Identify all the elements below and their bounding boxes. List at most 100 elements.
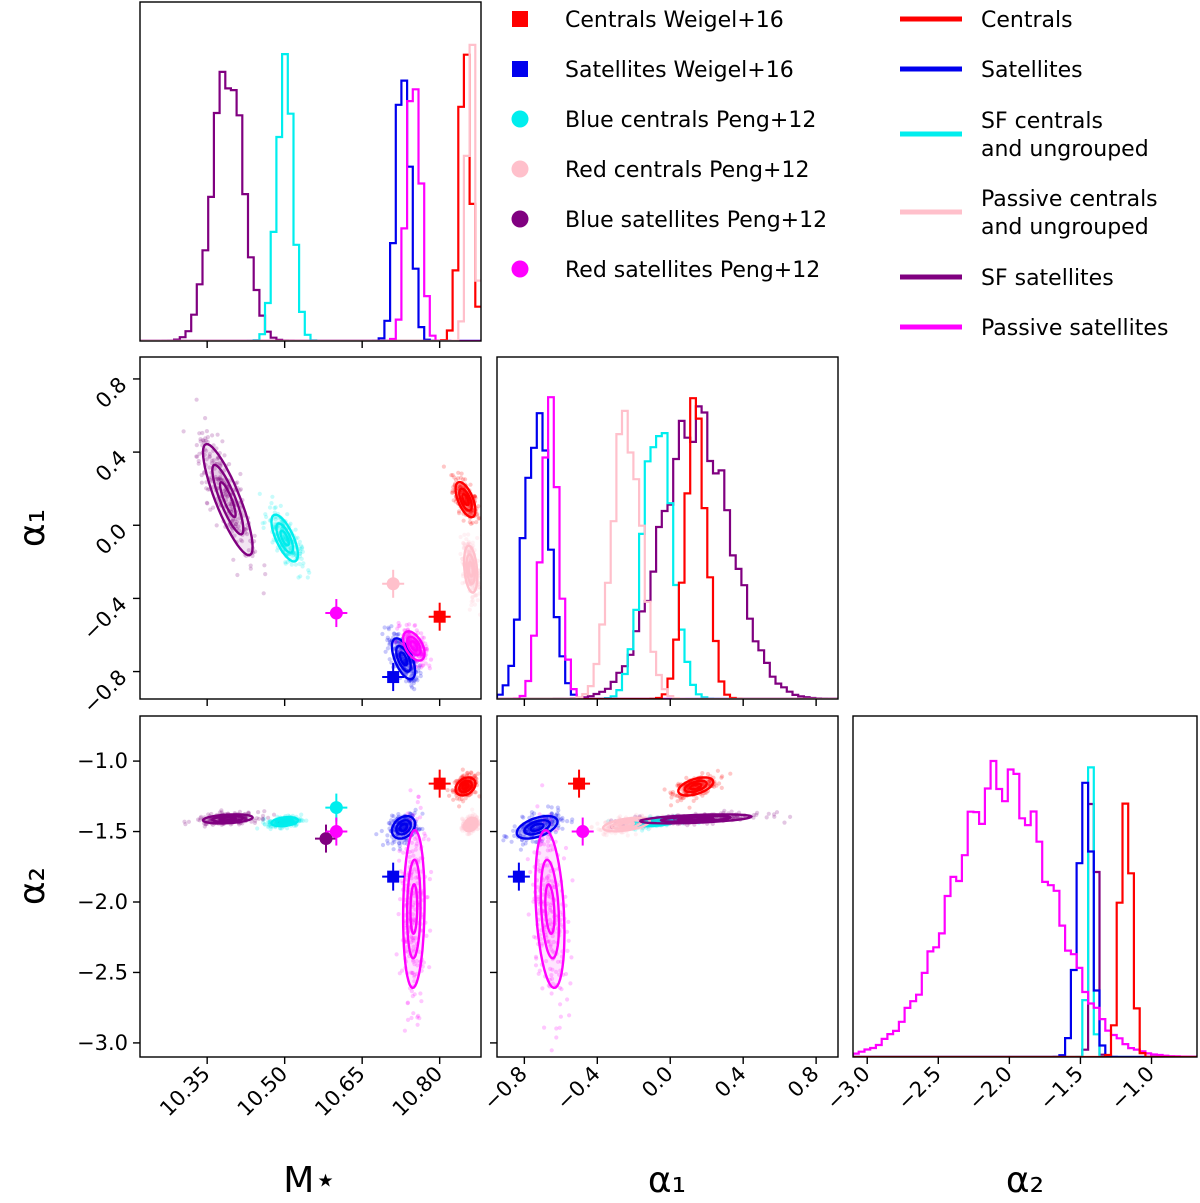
sample-point: [640, 828, 645, 833]
marker-3-10: [382, 569, 405, 598]
sample-point: [298, 574, 303, 579]
sample-point: [382, 625, 387, 630]
sample-point: [266, 815, 271, 820]
sample-point: [668, 803, 674, 808]
sample-point: [457, 804, 462, 809]
sample-point: [475, 598, 480, 603]
x-tick-label: 10.80: [388, 1062, 447, 1121]
sample-point: [300, 549, 305, 554]
sample-point: [459, 827, 464, 832]
sample-point: [530, 839, 535, 844]
sample-point: [463, 477, 468, 482]
legend-label-left: Red satellites Peng+12: [565, 258, 820, 283]
sample-point: [568, 981, 573, 986]
sample-point: [450, 788, 455, 793]
sample-point: [418, 670, 423, 676]
sample-point: [260, 813, 266, 819]
sample-point: [396, 631, 401, 637]
sample-point: [451, 485, 456, 490]
sample-point: [420, 811, 425, 816]
sample-point: [262, 520, 267, 525]
sample-point: [552, 819, 557, 824]
sample-point: [211, 505, 216, 510]
sample-point: [467, 772, 472, 778]
sample-point: [428, 657, 434, 662]
sample-point: [194, 454, 199, 459]
sample-point: [194, 443, 199, 448]
y-tick-label: 0.8: [91, 373, 132, 414]
legend-label-right: SF centrals and ungrouped: [981, 109, 1149, 162]
sample-point: [482, 596, 486, 600]
sample-point: [474, 520, 479, 525]
x-tick-label: −1.0: [1106, 1062, 1159, 1115]
sample-point: [457, 484, 462, 489]
sample-point: [472, 774, 477, 779]
sample-point: [501, 838, 506, 843]
sample-point: [459, 825, 464, 830]
sample-point: [298, 543, 304, 548]
sample-point: [204, 429, 209, 434]
sample-point: [764, 815, 769, 820]
sample-point: [559, 987, 564, 992]
sample-point: [675, 793, 680, 799]
sample-point: [409, 685, 415, 690]
sample-point: [399, 840, 404, 845]
sample-point: [634, 812, 639, 818]
sample-point: [299, 812, 304, 817]
sample-point: [639, 813, 645, 818]
sample-point: [468, 482, 473, 487]
sample-point: [410, 994, 415, 999]
sample-point: [386, 625, 391, 630]
sample-point: [421, 960, 426, 965]
sample-point: [261, 817, 266, 822]
y-tick-label: −1.5: [77, 820, 128, 844]
sample-point: [305, 575, 310, 580]
sample-point: [262, 816, 267, 821]
sample-point: [198, 437, 203, 442]
sample-point: [459, 471, 464, 476]
sample-point: [427, 877, 432, 882]
sample-point: [387, 821, 392, 826]
sample-point: [299, 818, 304, 823]
samples-4-10: [181, 397, 268, 596]
sample-point: [217, 460, 222, 465]
panel-frame-10: [139, 356, 482, 700]
sample-point: [477, 515, 481, 520]
sample-point: [475, 826, 480, 832]
sample-point: [416, 668, 421, 673]
contour-level: [534, 828, 566, 990]
sample-point: [283, 560, 288, 565]
sample-point: [717, 781, 722, 786]
legend-label-line: and ungrouped: [981, 137, 1149, 162]
sample-point: [549, 819, 555, 824]
sample-point: [729, 809, 734, 814]
sample-point: [293, 551, 298, 556]
sample-point: [421, 837, 426, 842]
sample-point: [691, 798, 696, 804]
sample-point: [389, 818, 394, 823]
sample-point: [553, 830, 558, 835]
contours-5-21: [534, 828, 566, 990]
y-tick-label: −2.0: [77, 890, 128, 914]
legend-label-line: Satellites: [981, 58, 1083, 83]
sample-point: [196, 458, 201, 464]
x-tick-label: −0.8: [479, 1062, 532, 1115]
sample-point: [549, 805, 554, 810]
x-tick-label: −2.0: [964, 1062, 1017, 1115]
sample-point: [466, 539, 471, 545]
sample-point: [451, 797, 456, 802]
sample-point: [684, 775, 689, 781]
sample-point: [536, 971, 541, 976]
sample-point: [412, 687, 417, 692]
sample-point: [186, 819, 191, 824]
sample-point: [475, 535, 480, 541]
square-marker: [387, 671, 400, 684]
sample-point: [565, 819, 570, 824]
sample-point: [447, 793, 452, 798]
x-tick-label: 10.50: [233, 1062, 292, 1121]
marker-2-20: [325, 793, 348, 822]
sample-point: [408, 788, 413, 793]
sample-point: [570, 817, 575, 822]
panel-frame-22: [852, 715, 1198, 1058]
legend-label-line: Passive centrals: [981, 187, 1158, 212]
